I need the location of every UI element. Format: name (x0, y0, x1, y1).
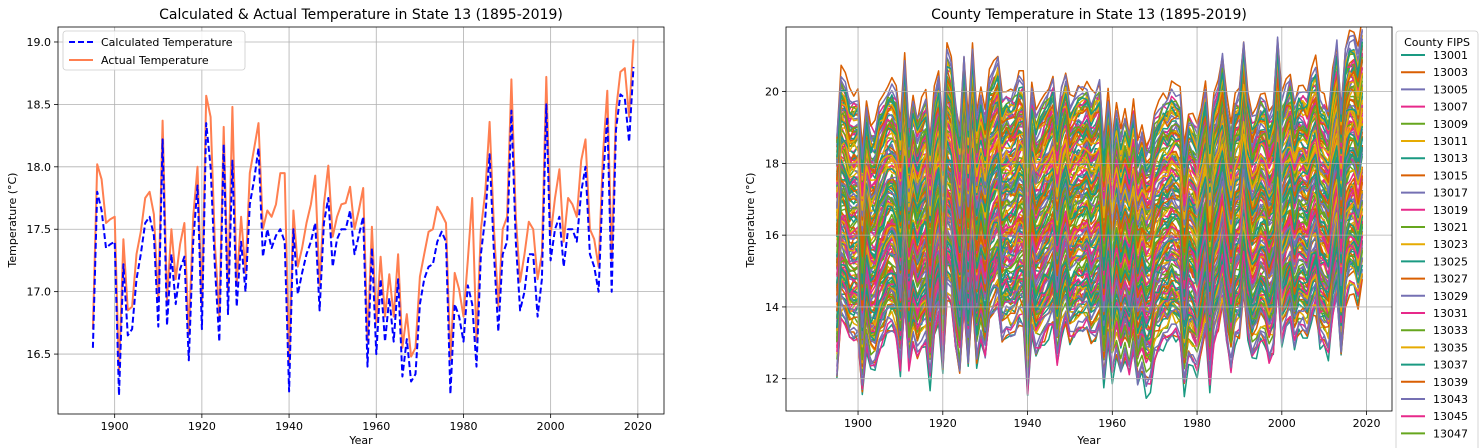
calculated-temperature-line (91, 66, 635, 397)
legend-title: County FIPS (1404, 36, 1470, 49)
x-tick-label: 1980 (1183, 417, 1211, 430)
series-lines (91, 39, 635, 397)
legend: Calculated Temperature Actual Temperatur… (62, 30, 246, 71)
x-tick-label: 2020 (1353, 417, 1381, 430)
legend-label: 13047 (1433, 427, 1468, 440)
legend-label: 13025 (1433, 255, 1468, 268)
legend-label: 13039 (1433, 376, 1468, 389)
legend-label: 13029 (1433, 290, 1468, 303)
legend-label: 13009 (1433, 118, 1468, 131)
y-tick-label: 16.5 (27, 348, 52, 361)
county-legend: County FIPS 1300113003130051300713009130… (1395, 30, 1479, 448)
legend-box (1395, 30, 1479, 448)
x-axis-label: Year (1076, 434, 1101, 447)
x-tick-label: 1980 (449, 420, 477, 433)
grid (786, 27, 1392, 411)
legend-label: 13005 (1433, 83, 1468, 96)
legend-label: 13017 (1433, 187, 1468, 200)
x-tick-label: 1940 (275, 420, 303, 433)
legend-label: 13001 (1433, 49, 1468, 62)
plot-frame (57, 26, 665, 415)
y-tick-label: 12 (765, 373, 779, 386)
legend-label: 13019 (1433, 204, 1468, 217)
legend-label: 13043 (1433, 393, 1468, 406)
legend-label: 13007 (1433, 101, 1468, 114)
x-tick-label: 1920 (188, 420, 216, 433)
legend-label: 13045 (1433, 410, 1468, 423)
x-tick-label: 2000 (1268, 417, 1296, 430)
y-axis-label: Temperature (°C) (6, 173, 19, 269)
x-tick-label: 1920 (929, 417, 957, 430)
chart-title: Calculated & Actual Temperature in State… (159, 7, 563, 23)
y-tick-label: 19.0 (27, 36, 52, 49)
y-tick-label: 18.0 (27, 161, 52, 174)
county-line (836, 257, 1364, 388)
y-tick-label: 18.5 (27, 98, 52, 111)
y-tick-label: 17.0 (27, 286, 52, 299)
y-tick-label: 18 (765, 157, 779, 170)
legend-label: 13015 (1433, 169, 1468, 182)
x-tick-label: 1940 (1014, 417, 1042, 430)
legend-label: 13021 (1433, 221, 1468, 234)
y-tick-label: 17.5 (27, 223, 52, 236)
legend-label-calculated: Calculated Temperature (101, 36, 233, 49)
legend-label: 13033 (1433, 324, 1468, 337)
legend-label: 13013 (1433, 152, 1468, 165)
y-tick-label: 20 (765, 86, 779, 99)
y-axis-ticks: 16.5 17.0 17.5 18.0 18.5 19.0 (27, 36, 58, 361)
legend-label: 13031 (1433, 307, 1468, 320)
legend-box (62, 30, 246, 71)
y-axis-label: Temperature (°C) (744, 173, 757, 269)
x-tick-label: 1960 (1098, 417, 1126, 430)
county-line (836, 29, 1364, 161)
legend-label: 13011 (1433, 135, 1468, 148)
legend-items: 13001 13003 13005 13007 13009 13011 13013 13015… (1401, 49, 1468, 440)
legend-label: 13027 (1433, 273, 1468, 286)
x-tick-label: 2000 (537, 420, 565, 433)
y-tick-label: 14 (765, 301, 779, 314)
x-axis-ticks: 1900 1920 1940 1960 1980 2000 2020 (101, 414, 652, 433)
y-axis-ticks: 12 14 16 18 20 (765, 86, 786, 386)
legend-label-actual: Actual Temperature (101, 54, 209, 67)
legend-label: 13035 (1433, 341, 1468, 354)
x-tick-label: 1900 (101, 420, 129, 433)
county-series-lines (836, 27, 1364, 400)
x-tick-label: 2020 (624, 420, 652, 433)
y-tick-label: 16 (765, 229, 779, 242)
county-line (836, 41, 1364, 173)
legend-label: 13023 (1433, 238, 1468, 251)
legend-label: 13003 (1433, 66, 1468, 79)
plot-area (58, 27, 664, 414)
chart-title: County Temperature in State 13 (1895-201… (931, 7, 1247, 23)
actual-temperature-line (91, 39, 635, 374)
plot-frame (785, 26, 1393, 412)
calculated-vs-actual-chart: 1900 1920 1940 1960 1980 2000 2020 16.5 17.0 17.… (6, 7, 665, 447)
x-axis-label: Year (348, 434, 373, 447)
county-temperature-chart: 1900 1920 1940 1960 1980 2000 2020 1214161820 … (744, 7, 1479, 448)
x-tick-label: 1900 (844, 417, 872, 430)
legend-label: 13037 (1433, 359, 1468, 372)
x-axis-ticks: 1900 1920 1940 1960 1980 2000 2020 (844, 411, 1381, 430)
x-tick-label: 1960 (362, 420, 390, 433)
